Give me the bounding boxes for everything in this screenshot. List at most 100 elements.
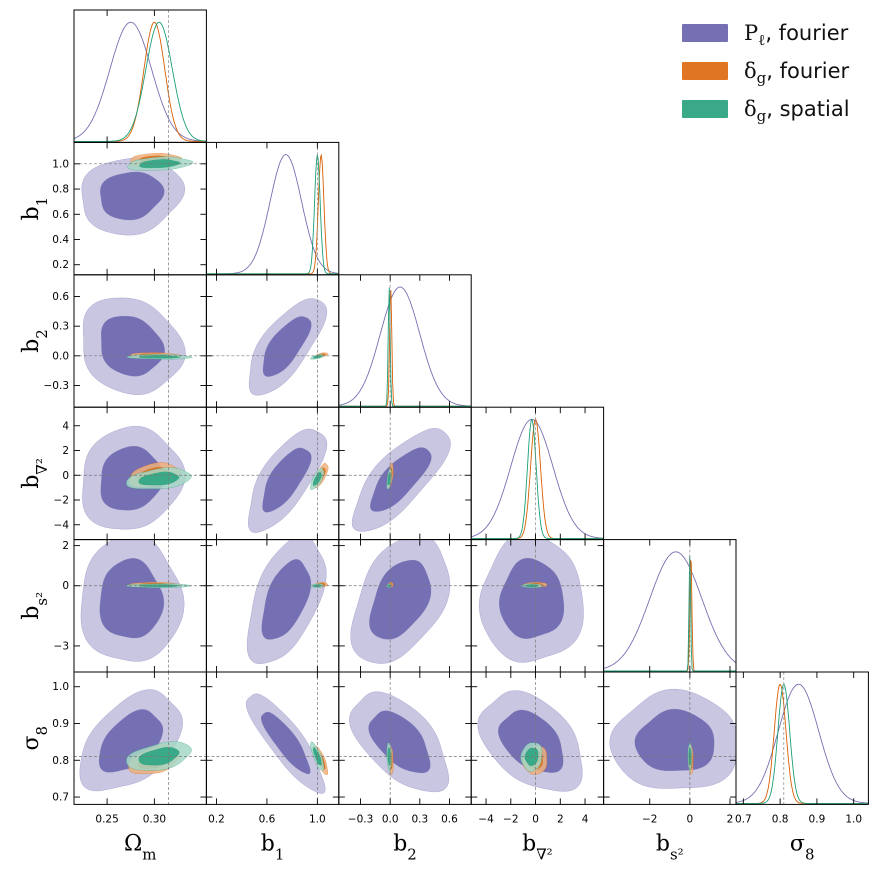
x-tick-label-s8: 0.8: [772, 813, 789, 825]
x-tick-label-bn: 0: [532, 813, 539, 825]
panel-b1-b2: [206, 274, 339, 408]
legend-label-dg-spatial: δg, spatial: [744, 97, 850, 125]
y-tick-label-s8: 0.7: [52, 792, 69, 804]
x-axis-label-bs: bs²: [656, 831, 684, 863]
contour-1sigma-Pl_fourier: [634, 708, 715, 771]
contour-1sigma-Pl_fourier: [100, 315, 165, 377]
y-tick-label-b1: 0.8: [52, 184, 69, 196]
panel-Om-b2: [74, 274, 207, 408]
legend-item-pl-fourier[interactable]: Pℓ, fourier: [682, 14, 850, 52]
y-tick-label-b2: 0.6: [52, 291, 69, 303]
panel-b2-bs: [338, 539, 472, 672]
panel-frame: [603, 539, 737, 673]
y-axis-label-bs: bs²: [19, 592, 51, 620]
contour-1sigma-Pl_fourier: [262, 447, 312, 513]
y-tick-label-b2: 0.0: [52, 350, 69, 362]
x-axis-label-bn: b∇²: [522, 831, 553, 863]
x-tick-label-b1: 1.0: [309, 813, 326, 825]
panel-b2: [338, 274, 472, 408]
contour-1sigma-Pl_fourier: [99, 558, 165, 639]
marginal-dg_fourier-bs: [603, 559, 736, 672]
contour-1sigma-dg_spatial: [138, 746, 180, 766]
marginal-Pl_fourier-bn: [471, 418, 604, 539]
y-tick-label-b1: 0.2: [52, 259, 69, 271]
y-tick-label-bs: 2: [62, 540, 69, 552]
contour-1sigma-Pl_fourier: [262, 316, 312, 377]
panel-bn-bs: [471, 539, 604, 672]
y-axis-label-bn: b∇²: [19, 458, 51, 489]
marginal-dg_fourier-s8: [736, 683, 869, 804]
marginal-dg_spatial-b2: [338, 287, 472, 407]
legend: Pℓ, fourier δg, fourier δg, spatial: [682, 14, 850, 128]
y-tick-label-bn: 2: [62, 445, 69, 457]
y-tick-label-s8: 0.8: [52, 755, 69, 767]
y-axis-label-s8: σ8: [19, 726, 51, 751]
legend-label-dg-fourier: δg, fourier: [744, 59, 850, 87]
marginal-Pl_fourier-Om: [74, 21, 207, 142]
x-tick-label-Om: 0.25: [95, 813, 118, 825]
marginal-dg_spatial-b1: [206, 154, 339, 275]
panel-bn-s8: [471, 672, 604, 805]
marginal-Pl_fourier-b2: [338, 286, 472, 407]
x-tick-label-bn: −2: [503, 813, 518, 825]
x-tick-label-bn: 2: [557, 813, 564, 825]
marginal-dg_spatial-s8: [736, 683, 869, 804]
y-tick-label-b1: 1.0: [52, 158, 69, 170]
panel-bn: [471, 407, 604, 540]
panel-b2-bn: [338, 407, 472, 540]
x-axis-label-b2: b2: [393, 831, 417, 863]
y-tick-label-b1: 0.6: [52, 209, 69, 221]
x-tick-label-bs: 0: [687, 813, 694, 825]
y-tick-label-b2: 0.3: [52, 321, 69, 333]
y-tick-label-b2: −0.3: [44, 380, 70, 392]
marginal-Pl_fourier-bs: [603, 551, 736, 669]
panel-Om-bs: [74, 539, 207, 672]
x-tick-label-s8: 0.9: [809, 813, 826, 825]
contour-1sigma-Pl_fourier: [498, 558, 565, 639]
legend-label-pl-fourier: Pℓ, fourier: [744, 21, 849, 49]
legend-swatch-dg-spatial: [682, 100, 728, 118]
y-tick-label-b1: 0.4: [52, 234, 69, 246]
contour-1sigma-Pl_fourier: [497, 709, 564, 773]
panel-frame: [205, 141, 340, 276]
panel-b2-s8: [338, 672, 472, 805]
marginal-Pl_fourier-s8: [736, 683, 869, 804]
x-tick-label-bn: 4: [582, 813, 589, 825]
contour-1sigma-Pl_fourier: [370, 447, 432, 512]
x-tick-label-b1: 0.2: [208, 813, 225, 825]
x-tick-label-bn: −4: [478, 813, 494, 825]
panel-b1-s8: [206, 672, 339, 805]
legend-swatch-pl-fourier: [682, 24, 728, 42]
panel-b1-bn: [206, 407, 339, 540]
panel-b1-bs: [206, 539, 339, 672]
panel-frame: [735, 671, 869, 805]
y-tick-label-bn: −4: [54, 519, 70, 531]
x-tick-label-Om: 0.30: [143, 813, 166, 825]
marginal-dg_spatial-bs: [603, 555, 736, 672]
panel-frame: [338, 274, 472, 408]
x-tick-label-s8: 0.7: [735, 813, 752, 825]
x-tick-label-b2: 0.3: [411, 813, 428, 825]
x-tick-label-bs: 2: [727, 813, 734, 825]
legend-item-dg-fourier[interactable]: δg, fourier: [682, 52, 850, 90]
y-tick-label-bs: 0: [62, 580, 69, 592]
contour-1sigma-Pl_fourier: [100, 171, 165, 221]
x-tick-label-b2: −0.3: [348, 813, 374, 825]
y-tick-label-bs: −3: [54, 640, 69, 652]
y-tick-label-s8: 1.0: [52, 681, 69, 693]
y-tick-label-s8: 0.9: [52, 718, 69, 730]
panel-bs-s8: [603, 672, 736, 805]
contour-1sigma-Pl_fourier: [261, 559, 312, 640]
x-axis-label-b1: b1: [261, 831, 285, 863]
x-tick-label-s8: 1.0: [845, 813, 862, 825]
legend-swatch-dg-fourier: [682, 62, 728, 80]
panel-bs: [603, 539, 736, 672]
marginal-dg_fourier-Om: [74, 21, 207, 142]
panel-Om-b1: [74, 142, 207, 275]
x-tick-label-bs: −2: [642, 813, 657, 825]
legend-item-dg-spatial[interactable]: δg, spatial: [682, 90, 850, 128]
panel-Om: [74, 10, 207, 143]
panel-Om-s8: [74, 672, 207, 805]
contour-1sigma-Pl_fourier: [369, 559, 432, 640]
